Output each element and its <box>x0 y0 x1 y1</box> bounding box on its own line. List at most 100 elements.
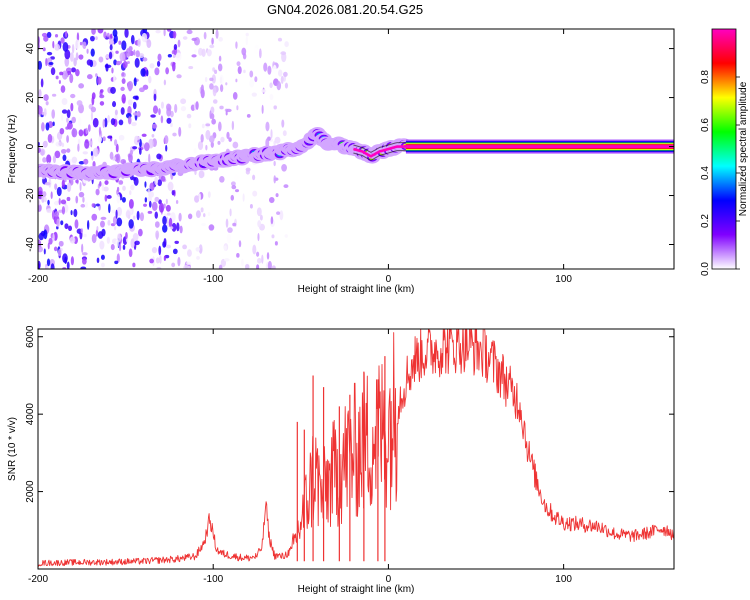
snr-x-label: Height of straight line (km) <box>298 584 415 595</box>
noise-speck <box>206 83 209 90</box>
noise-speck <box>112 29 118 37</box>
noise-speck <box>134 240 140 246</box>
noise-speck <box>201 123 205 129</box>
noise-speck <box>110 33 113 39</box>
noise-speck <box>100 220 105 228</box>
noise-speck <box>43 248 46 255</box>
noise-speck <box>109 44 113 51</box>
noise-speck <box>61 70 68 80</box>
noise-speck <box>73 208 78 218</box>
noise-speck <box>110 86 116 94</box>
noise-speck <box>245 32 249 37</box>
noise-speck <box>64 30 68 38</box>
noise-speck <box>166 107 172 117</box>
noise-speck <box>261 254 264 264</box>
noise-speck <box>186 113 192 119</box>
noise-speck <box>118 242 122 252</box>
noise-speck <box>120 107 125 115</box>
spectrogram-y-tick-label: -20 <box>25 188 36 203</box>
noise-speck <box>156 153 162 160</box>
spectrogram-x-tick-label: -200 <box>28 274 48 285</box>
snr-x-ticks: -200 -100 0 100 <box>28 329 572 585</box>
snr-y-tick-label: 4000 <box>25 403 36 426</box>
noise-speck <box>215 29 219 39</box>
noise-speck <box>233 67 236 74</box>
noise-speck <box>92 160 96 168</box>
noise-speck <box>160 175 166 182</box>
noise-speck <box>152 123 158 129</box>
noise-speck <box>121 40 127 51</box>
noise-speck <box>103 31 107 39</box>
noise-speck <box>200 133 204 143</box>
noise-speck <box>41 32 48 38</box>
noise-speck <box>223 258 230 262</box>
noise-speck <box>183 264 190 269</box>
noise-speck <box>46 51 53 56</box>
noise-speck <box>269 93 274 101</box>
noise-speck <box>38 105 43 115</box>
noise-speck <box>127 80 134 91</box>
noise-speck <box>133 215 136 220</box>
noise-speck <box>116 193 121 204</box>
noise-speck <box>229 208 232 217</box>
noise-speck <box>99 94 105 99</box>
noise-speck <box>163 79 167 86</box>
noise-speck <box>256 264 260 269</box>
noise-speck <box>169 226 174 230</box>
noise-speck <box>64 223 69 230</box>
noise-speck <box>102 136 106 142</box>
noise-speck <box>269 82 273 89</box>
spectrogram-x-ticks: -200 -100 0 100 <box>28 29 572 285</box>
noise-speck <box>148 200 152 208</box>
noise-speck <box>59 127 65 135</box>
noise-speck <box>156 60 161 67</box>
noise-speck <box>195 247 201 252</box>
noise-speck <box>47 133 53 143</box>
noise-speck <box>46 31 52 38</box>
noise-speck <box>118 134 125 141</box>
noise-speck <box>207 191 211 198</box>
noise-speck <box>97 76 102 85</box>
noise-speck <box>38 89 42 98</box>
noise-speck <box>91 213 98 221</box>
noise-speck <box>256 251 260 257</box>
noise-speck <box>84 201 88 208</box>
noise-speck <box>113 226 117 231</box>
noise-speck <box>163 203 166 209</box>
noise-speck <box>113 74 116 83</box>
noise-speck <box>275 193 279 198</box>
noise-speck <box>209 44 215 49</box>
noise-speck <box>58 240 64 247</box>
noise-speck <box>149 63 155 69</box>
noise-speck <box>141 133 147 137</box>
noise-speck <box>219 105 224 110</box>
noise-speck <box>144 181 147 188</box>
noise-speck <box>46 154 52 164</box>
noise-speck <box>186 29 193 35</box>
colorbar-tick-label: 0.8 <box>700 70 711 84</box>
noise-speck <box>207 211 211 217</box>
noise-speck <box>108 38 115 46</box>
noise-speck <box>209 83 214 90</box>
noise-speck <box>130 184 135 191</box>
noise-speck <box>70 93 76 99</box>
noise-speck <box>113 59 117 66</box>
noise-speck <box>243 69 246 74</box>
noise-speck <box>97 29 104 34</box>
noise-speck <box>82 151 88 155</box>
noise-speck <box>68 225 73 232</box>
noise-speck <box>138 87 145 93</box>
noise-speck <box>122 61 128 69</box>
noise-speck <box>218 36 223 42</box>
snr-x-tick-label: -100 <box>203 574 223 585</box>
noise-speck <box>99 240 105 250</box>
noise-speck <box>45 266 49 269</box>
noise-speck <box>118 40 122 45</box>
noise-speck <box>267 65 272 75</box>
noise-speck <box>256 207 262 217</box>
noise-speck <box>201 223 207 227</box>
noise-speck <box>85 127 88 135</box>
noise-speck <box>82 196 85 203</box>
noise-speck <box>191 54 197 58</box>
noise-speck <box>175 52 182 61</box>
